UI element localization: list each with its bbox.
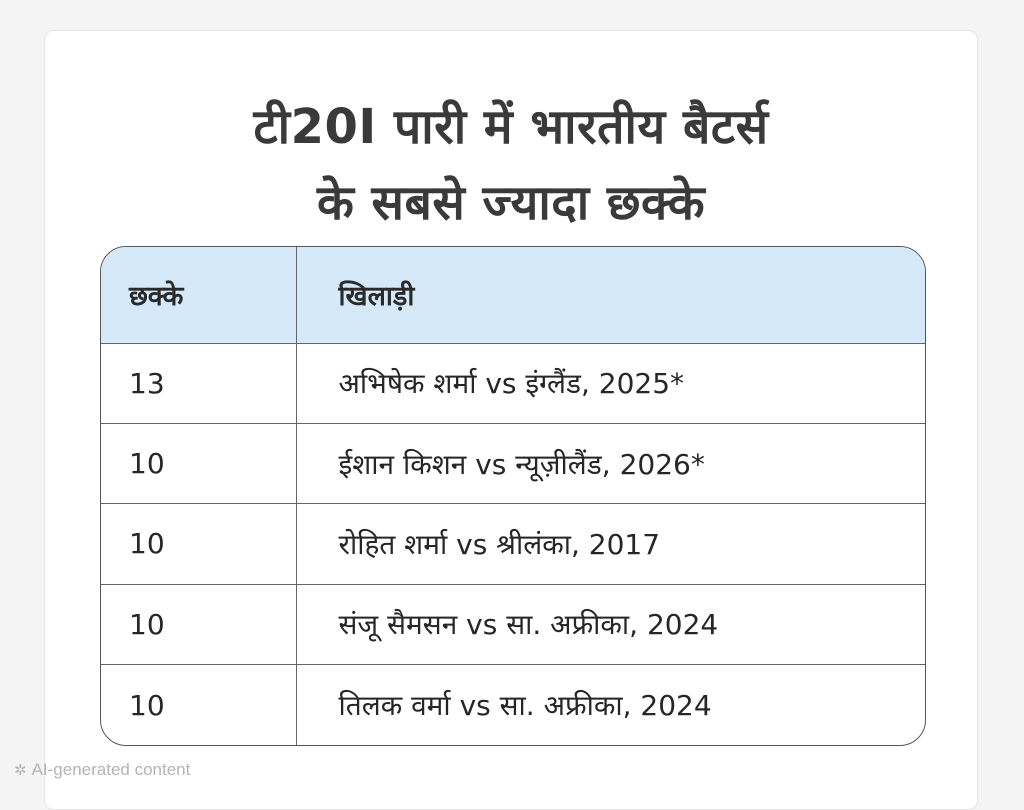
table-row: 10 संजू सैमसन vs सा. अफ्रीका, 2024 [101, 584, 925, 666]
ai-generated-note: ✲ AI-generated content [14, 760, 190, 780]
table-header-row: छक्के खिलाड़ी [101, 247, 925, 344]
sixes-cell: 10 [101, 584, 297, 666]
sixes-cell: 10 [101, 664, 297, 745]
chart-title: टी20I पारी में भारतीय बैटर्स के सबसे ज्य… [45, 89, 977, 241]
ai-generated-label: AI-generated content [31, 760, 191, 779]
sixes-cell: 10 [101, 423, 297, 505]
column-header-player: खिलाड़ी [296, 247, 925, 344]
chart-title-line-1: टी20I पारी में भारतीय बैटर्स [253, 99, 769, 155]
table-row: 13 अभिषेक शर्मा vs इंग्लैंड, 2025* [101, 343, 925, 424]
player-cell: अभिषेक शर्मा vs इंग्लैंड, 2025* [296, 343, 925, 424]
table-row: 10 तिलक वर्मा vs सा. अफ्रीका, 2024 [101, 664, 925, 745]
table-row: 10 ईशान किशन vs न्यूज़ीलैंड, 2026* [101, 423, 925, 505]
player-cell: ईशान किशन vs न्यूज़ीलैंड, 2026* [296, 423, 925, 505]
player-cell: तिलक वर्मा vs सा. अफ्रीका, 2024 [338, 689, 712, 723]
sparkle-icon: ✲ [14, 762, 27, 779]
chart-card: टी20I पारी में भारतीय बैटर्स के सबसे ज्य… [44, 30, 978, 810]
sixes-cell: 13 [101, 343, 297, 424]
sixes-cell: 10 [101, 503, 297, 585]
player-cell: संजू सैमसन vs सा. अफ्रीका, 2024 [296, 584, 925, 666]
table-row: 10 रोहित शर्मा vs श्रीलंका, 2017 [101, 503, 925, 585]
sixes-table: छक्के खिलाड़ी 13 अभिषेक शर्मा vs इंग्लैं… [100, 246, 926, 746]
sixes-table-grid: छक्के खिलाड़ी 13 अभिषेक शर्मा vs इंग्लैं… [101, 247, 925, 745]
column-header-sixes: छक्के [101, 247, 297, 344]
chart-title-line-2: के सबसे ज्यादा छक्के [316, 175, 706, 231]
player-cell: रोहित शर्मा vs श्रीलंका, 2017 [296, 503, 925, 585]
